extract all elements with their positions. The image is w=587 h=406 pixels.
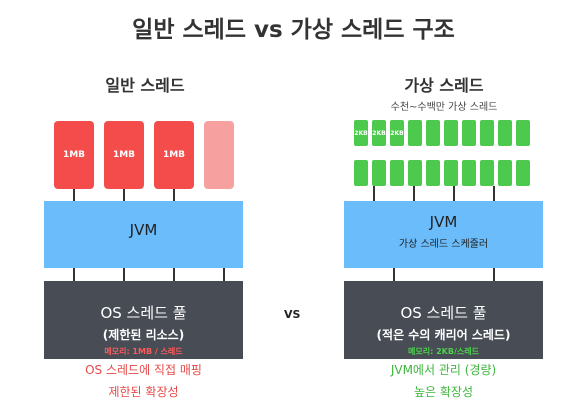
- left-os-box: OS 스레드 풀 (제한된 리소스) 메모리: 1MB / 스레드: [44, 281, 243, 359]
- diagram-title: 일반 스레드 vs 가상 스레드 구조: [132, 17, 455, 43]
- right-jvm-scheduler: 가상 스레드 스케줄러: [398, 239, 489, 250]
- connector: [493, 186, 495, 201]
- right-note-1: JVM에서 관리 (경량): [390, 363, 497, 377]
- right-note-2: 높은 확장성: [413, 385, 473, 399]
- left-note-1: OS 스레드에 직접 매핑: [85, 363, 202, 377]
- os-thread-2: 1MB: [104, 121, 144, 189]
- connector: [223, 268, 225, 281]
- left-jvm-label: JVM: [129, 221, 158, 239]
- left-jvm-box: JVM: [44, 201, 243, 268]
- right-os-memory: 메모리: 2KB/스레드: [408, 347, 479, 356]
- connector: [73, 268, 75, 281]
- virtual-thread: 2KB: [372, 120, 386, 146]
- virtual-thread: [462, 120, 476, 146]
- connector: [173, 268, 175, 281]
- connector: [413, 186, 415, 201]
- virtual-thread: [516, 160, 530, 186]
- connector: [173, 189, 175, 201]
- left-heading: 일반 스레드: [105, 76, 185, 95]
- virtual-thread: [516, 120, 530, 146]
- virtual-thread: [444, 160, 458, 186]
- left-os-memory: 메모리: 1MB / 스레드: [104, 347, 183, 356]
- vs-label: VS: [284, 308, 301, 321]
- virtual-thread: [444, 120, 458, 146]
- connector: [123, 268, 125, 281]
- virtual-thread: 2KB: [390, 120, 404, 146]
- virtual-thread: [462, 160, 476, 186]
- os-thread-1: 1MB: [54, 121, 94, 189]
- connector: [493, 268, 495, 281]
- virtual-thread: [426, 160, 440, 186]
- virtual-thread: [390, 160, 404, 186]
- right-os-box: OS 스레드 풀 (적은 수의 캐리어 스레드) 메모리: 2KB/스레드: [344, 281, 543, 359]
- right-heading: 가상 스레드: [404, 76, 484, 95]
- connector: [123, 189, 125, 201]
- connector: [373, 186, 375, 201]
- os-thread-4-faded: [204, 121, 234, 189]
- virtual-thread: [498, 160, 512, 186]
- right-jvm-label: JVM: [429, 213, 458, 231]
- virtual-thread: [498, 120, 512, 146]
- connector: [453, 186, 455, 201]
- virtual-thread: [408, 120, 422, 146]
- virtual-thread: [426, 120, 440, 146]
- right-subheading: 수천~수백만 가상 스레드: [390, 102, 498, 113]
- virtual-thread: [480, 120, 494, 146]
- left-os-label: OS 스레드 풀: [100, 304, 187, 322]
- virtual-thread: [408, 160, 422, 186]
- right-os-sub: (적은 수의 캐리어 스레드): [376, 328, 511, 342]
- virtual-thread: [372, 160, 386, 186]
- right-jvm-box: JVM 가상 스레드 스케줄러: [344, 201, 543, 268]
- connector: [73, 189, 75, 201]
- os-thread-3: 1MB: [154, 121, 194, 189]
- virtual-thread: [354, 160, 368, 186]
- connector: [393, 268, 395, 281]
- left-note-2: 제한된 확장성: [108, 385, 179, 399]
- right-os-label: OS 스레드 풀: [400, 304, 487, 322]
- left-os-sub: (제한된 리소스): [102, 328, 185, 342]
- virtual-thread: 2KB: [354, 120, 368, 146]
- virtual-thread: [480, 160, 494, 186]
